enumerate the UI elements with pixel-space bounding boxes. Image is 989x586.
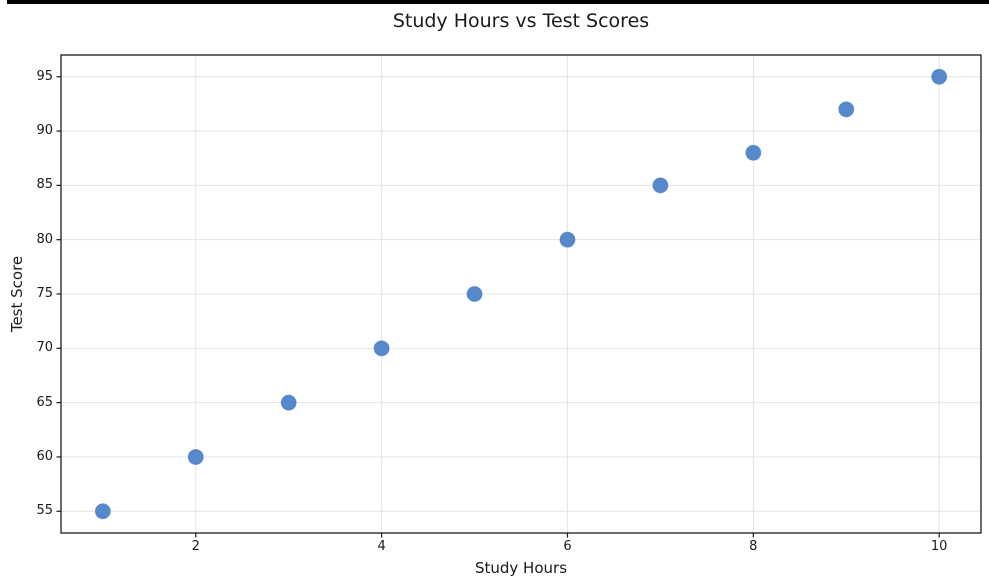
data-point [94,503,111,520]
data-point [745,144,762,161]
y-tick-label: 85 [36,177,53,193]
data-point [373,340,390,357]
data-point [931,68,948,85]
y-tick-label: 65 [36,394,53,410]
y-axis-label: Test Score [8,255,26,333]
axes-spines [60,54,982,534]
y-tick-label: 60 [36,448,53,464]
data-point [187,448,204,465]
x-tick-label: 2 [191,539,200,554]
y-tick-label: 95 [36,68,53,84]
data-point [466,286,483,302]
data-point [838,101,855,118]
x-tick-label: 8 [749,539,758,554]
y-tick-label: 80 [36,231,53,247]
screenshot-top-edge-notch [0,0,7,4]
x-tick-label: 4 [377,539,386,554]
data-point [280,394,297,411]
y-tick-label: 75 [36,286,53,301]
y-tick-label: 70 [36,340,53,356]
data-point [652,177,669,194]
data-point [559,231,576,248]
x-tick-label: 10 [930,539,948,554]
x-axis-label: Study Hours [474,559,568,577]
chart-title: Study Hours vs Test Scores [392,10,650,32]
x-tick-label: 6 [563,539,572,554]
screenshot-top-edge [0,0,989,4]
y-tick-label: 55 [36,503,53,519]
y-tick-label: 90 [36,123,53,139]
